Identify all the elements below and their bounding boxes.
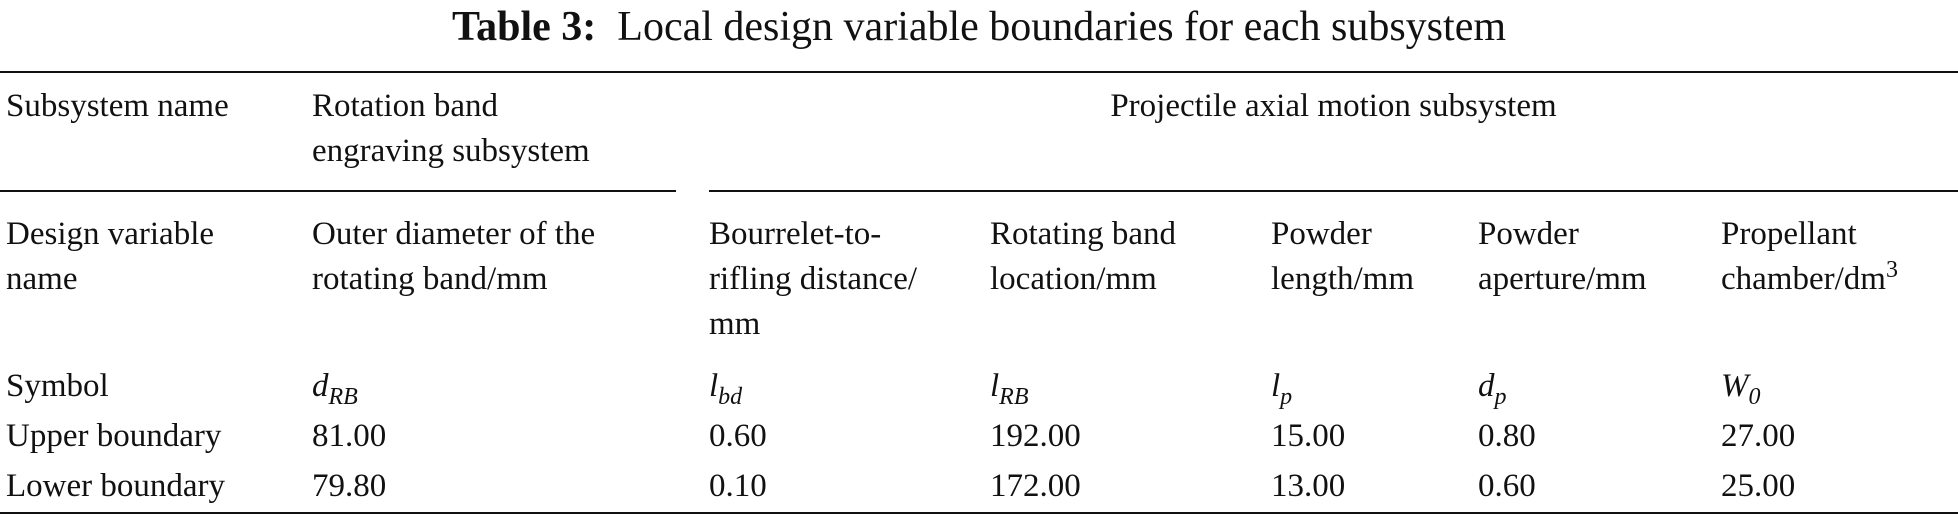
column-header-line: Rotating band: [990, 212, 1176, 257]
column-header-line: Outer diameter of the: [312, 212, 595, 257]
cell: Rotation band engraving subsystem: [312, 84, 590, 174]
column-header-line: Powder: [1271, 212, 1414, 257]
cell: 81.00: [312, 414, 386, 459]
column-header-line: Bourrelet-to-: [709, 212, 917, 257]
cell: lRB: [990, 364, 1029, 409]
column-header-line: aperture/mm: [1478, 257, 1647, 302]
cell: 25.00: [1721, 464, 1795, 509]
mid-rule-left: [0, 190, 676, 192]
cell: 192.00: [990, 414, 1081, 459]
cell-value: 172.00: [990, 468, 1081, 504]
symbol-base: l: [709, 368, 719, 404]
group-header-line: engraving subsystem: [312, 133, 590, 169]
column-header-line: chamber/dm3: [1721, 257, 1898, 302]
cell-value: 81.00: [312, 418, 387, 454]
cell: lp: [1271, 364, 1292, 409]
cell: Design variable name: [6, 212, 214, 302]
cell: 0.60: [1478, 464, 1536, 509]
cell-value: 0.10: [709, 468, 767, 504]
group-header-line: Projectile axial motion subsystem: [1110, 88, 1557, 124]
symbol-subscript: p: [1494, 384, 1507, 410]
column-header-text: chamber/dm: [1721, 261, 1886, 297]
cell: Powder length/mm: [1271, 212, 1414, 302]
cell: Projectile axial motion subsystem: [709, 84, 1958, 129]
row-label: Symbol: [6, 368, 109, 404]
cell-value: 192.00: [990, 418, 1081, 454]
cell: 172.00: [990, 464, 1081, 509]
column-header-line: mm: [709, 302, 917, 347]
cell: 15.00: [1271, 414, 1345, 459]
top-rule: [0, 71, 1958, 73]
column-header-text: location/mm: [990, 261, 1157, 297]
column-header-text: rifling distance/: [709, 261, 918, 297]
symbol-base: l: [1271, 368, 1281, 404]
cell-value: 15.00: [1271, 418, 1346, 454]
cell-value: 27.00: [1721, 418, 1796, 454]
bottom-rule: [0, 512, 1958, 514]
column-header-line: Powder: [1478, 212, 1647, 257]
cell: Lower boundary: [6, 464, 225, 509]
column-header-text: Powder: [1271, 216, 1372, 252]
cell-value: 0.60: [1478, 468, 1536, 504]
cell: Symbol: [6, 364, 109, 409]
column-header-line: location/mm: [990, 257, 1176, 302]
column-header-line: length/mm: [1271, 257, 1414, 302]
cell: Rotating band location/mm: [990, 212, 1176, 302]
cell: Propellant chamber/dm3: [1721, 212, 1898, 302]
cell-value: 25.00: [1721, 468, 1796, 504]
symbol-base: W: [1721, 368, 1749, 404]
column-header-line: rotating band/mm: [312, 257, 595, 302]
title-text: Local design variable boundaries for eac…: [617, 4, 1507, 50]
symbol-subscript: RB: [328, 384, 358, 410]
cell-value: 79.80: [312, 468, 387, 504]
column-header-text: Propellant: [1721, 216, 1857, 252]
symbol-subscript: p: [1280, 384, 1293, 410]
column-header-line: Propellant: [1721, 212, 1898, 257]
symbol-subscript: RB: [999, 384, 1029, 410]
cell: dp: [1478, 364, 1507, 409]
cell: lbd: [709, 364, 742, 409]
superscript: 3: [1885, 257, 1898, 283]
cell: Bourrelet-to-rifling distance/mm: [709, 212, 917, 347]
column-header-line: rifling distance/: [709, 257, 917, 302]
mid-rule-right: [709, 190, 1958, 192]
cell: 0.80: [1478, 414, 1536, 459]
row-label: Upper boundary: [6, 418, 222, 454]
symbol-base: d: [312, 368, 329, 404]
column-header-text: Outer diameter of the: [312, 216, 596, 252]
symbol-subscript: 0: [1748, 384, 1761, 410]
cell: dRB: [312, 364, 358, 409]
cell-value: 0.60: [709, 418, 767, 454]
cell: 0.60: [709, 414, 767, 459]
cell: 27.00: [1721, 414, 1795, 459]
column-header-text: length/mm: [1271, 261, 1414, 297]
cell: Upper boundary: [6, 414, 221, 459]
row-label-line: Design variable: [6, 216, 215, 252]
cell: Powder aperture/mm: [1478, 212, 1647, 302]
table-title: Table 3: Local design variable boundarie…: [0, 2, 1958, 52]
cell: Subsystem name: [6, 84, 229, 129]
cell: Outer diameter of the rotating band/mm: [312, 212, 595, 302]
row-label: Subsystem name: [6, 88, 229, 124]
cell: 79.80: [312, 464, 386, 509]
cell-value: 13.00: [1271, 468, 1346, 504]
group-header-line: Rotation band: [312, 88, 499, 124]
column-header-text: rotating band/mm: [312, 261, 548, 297]
column-header-text: aperture/mm: [1478, 261, 1647, 297]
symbol-subscript: bd: [718, 384, 743, 410]
column-header-text: mm: [709, 306, 761, 342]
cell: W0: [1721, 364, 1761, 409]
column-header-text: Rotating band: [990, 216, 1177, 252]
column-header-text: Bourrelet-to-: [709, 216, 882, 252]
row-label-line: name: [6, 261, 78, 297]
symbol-base: d: [1478, 368, 1495, 404]
cell: 13.00: [1271, 464, 1345, 509]
symbol-base: l: [990, 368, 1000, 404]
column-header-text: Powder: [1478, 216, 1579, 252]
cell-value: 0.80: [1478, 418, 1536, 454]
title-label: Table 3:: [451, 4, 597, 50]
cell: 0.10: [709, 464, 767, 509]
row-label: Lower boundary: [6, 468, 226, 504]
